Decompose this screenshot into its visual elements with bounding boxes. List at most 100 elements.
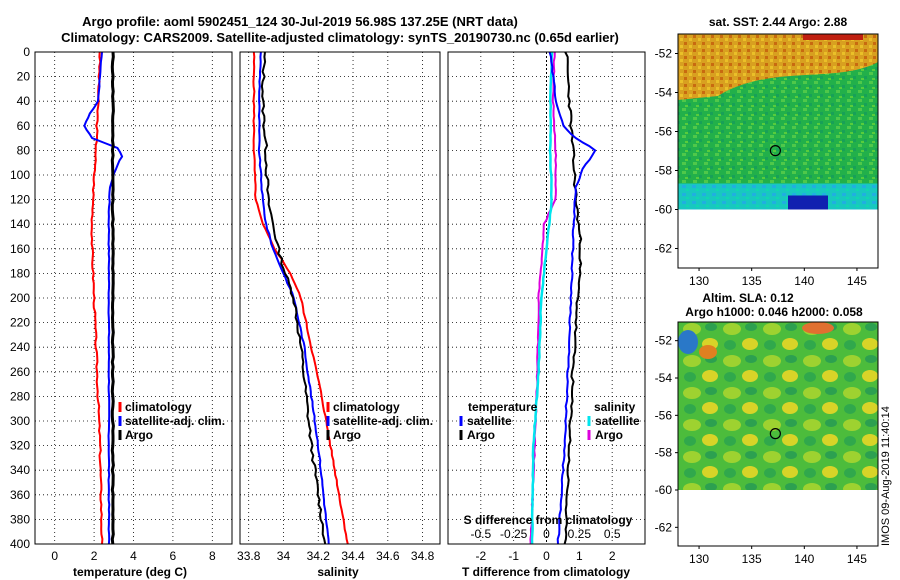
sal-legend-label-0: climatology — [333, 400, 400, 414]
temp-xtick-2: 4 — [130, 549, 137, 563]
sla-xtick-3: 145 — [847, 552, 867, 566]
diff-s-xtick-2: 0 — [543, 527, 550, 541]
sla-xtick-1: 135 — [742, 552, 762, 566]
sal-xtick-0: 33.8 — [237, 549, 261, 563]
diff-t-xlabel: T difference from climatology — [462, 565, 630, 579]
sst-xtick-0: 130 — [689, 274, 709, 288]
diff-t-xtick-4: 2 — [609, 549, 616, 563]
diff-t-satellite-line — [548, 51, 597, 545]
diff-s-satellite-line — [530, 51, 554, 545]
diff-legend-left-label-0: satellite — [467, 414, 512, 428]
temp-xtick-1: 2 — [91, 549, 98, 563]
depth-tick-8: 160 — [10, 242, 30, 256]
depth-tick-10: 200 — [10, 291, 30, 305]
diff-s-xtick-1: -0.25 — [500, 527, 528, 541]
depth-tick-0: 0 — [23, 45, 30, 59]
sla-ytick-5: -62 — [655, 520, 673, 534]
sal-xtick-5: 34.8 — [411, 549, 435, 563]
temp-legend-label-0: climatology — [125, 400, 192, 414]
sla-ytick-3: -58 — [655, 446, 673, 460]
sst-xtick-1: 135 — [742, 274, 762, 288]
sst-profile-marker — [769, 145, 781, 157]
diff-legend-left-title: temperature — [468, 400, 538, 414]
sal-argo-line — [260, 51, 327, 545]
diff-t-xtick-1: -1 — [508, 549, 519, 563]
diff-s-xlabel: S difference from climatology — [464, 513, 633, 527]
diff-s-xtick-0: -0.5 — [470, 527, 491, 541]
sla-map-frame — [677, 321, 879, 547]
diff-legend-left-label-1: Argo — [467, 428, 495, 442]
diff-t-xtick-0: -2 — [475, 549, 486, 563]
sst-xtick-2: 140 — [794, 274, 814, 288]
sla-low-eddy — [678, 330, 698, 354]
sla-high-eddy-1 — [699, 345, 717, 359]
temp-legend-label-1: satellite-adj. clim. — [125, 414, 225, 428]
depth-tick-19: 380 — [10, 512, 30, 526]
sal-climatology-line — [252, 51, 349, 545]
depth-tick-11: 220 — [10, 316, 30, 330]
diff-t-xtick-3: 1 — [576, 549, 583, 563]
sla-ytick-4: -60 — [655, 483, 673, 497]
depth-tick-17: 340 — [10, 463, 30, 477]
sal-legend-label-1: satellite-adj. clim. — [333, 414, 433, 428]
sst-warm-region — [678, 34, 878, 100]
sst-ytick-0: -52 — [655, 47, 673, 61]
sst-cold-band — [678, 183, 878, 210]
sst-ytick-5: -62 — [655, 242, 673, 256]
depth-tick-3: 60 — [17, 119, 31, 133]
sla-high-eddy-2 — [802, 322, 834, 334]
sst-map-title: sat. SST: 2.44 Argo: 2.88 — [709, 15, 848, 29]
sst-coldest-patch — [788, 195, 828, 210]
depth-tick-20: 400 — [10, 537, 30, 551]
sla-ytick-0: -52 — [655, 334, 673, 348]
depth-tick-13: 260 — [10, 365, 30, 379]
sla-ytick-2: -56 — [655, 408, 673, 422]
sla-ytick-1: -54 — [655, 371, 673, 385]
temp-satellite-line — [83, 51, 124, 545]
panel-frame-2 — [447, 51, 646, 545]
sst-ytick-1: -54 — [655, 86, 673, 100]
sal-xtick-2: 34.2 — [307, 549, 331, 563]
depth-tick-2: 40 — [17, 94, 31, 108]
depth-tick-16: 320 — [10, 439, 30, 453]
diff-s-xtick-4: 0.5 — [604, 527, 621, 541]
sst-xtick-3: 145 — [847, 274, 867, 288]
temp-legend-label-2: Argo — [125, 428, 153, 442]
sst-warmest-patch — [803, 34, 863, 40]
sal-xlabel: salinity — [317, 565, 359, 579]
title-line-2: Climatology: CARS2009. Satellite-adjuste… — [61, 30, 619, 45]
panel-frame-0 — [34, 51, 233, 545]
sla-xtick-2: 140 — [794, 552, 814, 566]
sla-xtick-0: 130 — [689, 552, 709, 566]
sal-legend-label-2: Argo — [333, 428, 361, 442]
sst-map-frame — [677, 33, 879, 269]
sal-xtick-3: 34.4 — [341, 549, 365, 563]
panel-frame-1 — [239, 51, 441, 545]
depth-tick-9: 180 — [10, 266, 30, 280]
imos-credit: IMOS 09-Aug-2019 11:40:14 — [880, 406, 892, 546]
title-line-1: Argo profile: aoml 5902451_124 30-Jul-20… — [82, 14, 518, 29]
sla-map-title: Altim. SLA: 0.12 — [702, 291, 794, 305]
diff-legend-right-label-0: satellite — [595, 414, 640, 428]
diff-legend-right-label-1: Argo — [595, 428, 623, 442]
depth-tick-14: 280 — [10, 389, 30, 403]
temp-xtick-0: 0 — [51, 549, 58, 563]
temp-xtick-3: 6 — [170, 549, 177, 563]
temp-climatology-line — [90, 51, 104, 545]
depth-tick-5: 100 — [10, 168, 30, 182]
depth-tick-18: 360 — [10, 488, 30, 502]
sst-ytick-3: -58 — [655, 164, 673, 178]
diff-s-xtick-3: 0.25 — [568, 527, 592, 541]
depth-tick-1: 20 — [17, 70, 31, 84]
sst-ytick-4: -60 — [655, 203, 673, 217]
depth-tick-6: 120 — [10, 193, 30, 207]
depth-tick-15: 300 — [10, 414, 30, 428]
temp-argo-line — [110, 51, 115, 545]
sal-xtick-1: 34 — [277, 549, 291, 563]
sal-xtick-4: 34.6 — [376, 549, 400, 563]
temp-xtick-4: 8 — [209, 549, 216, 563]
temp-xlabel: temperature (deg C) — [73, 565, 187, 579]
sst-ytick-2: -56 — [655, 125, 673, 139]
depth-tick-4: 80 — [17, 143, 31, 157]
